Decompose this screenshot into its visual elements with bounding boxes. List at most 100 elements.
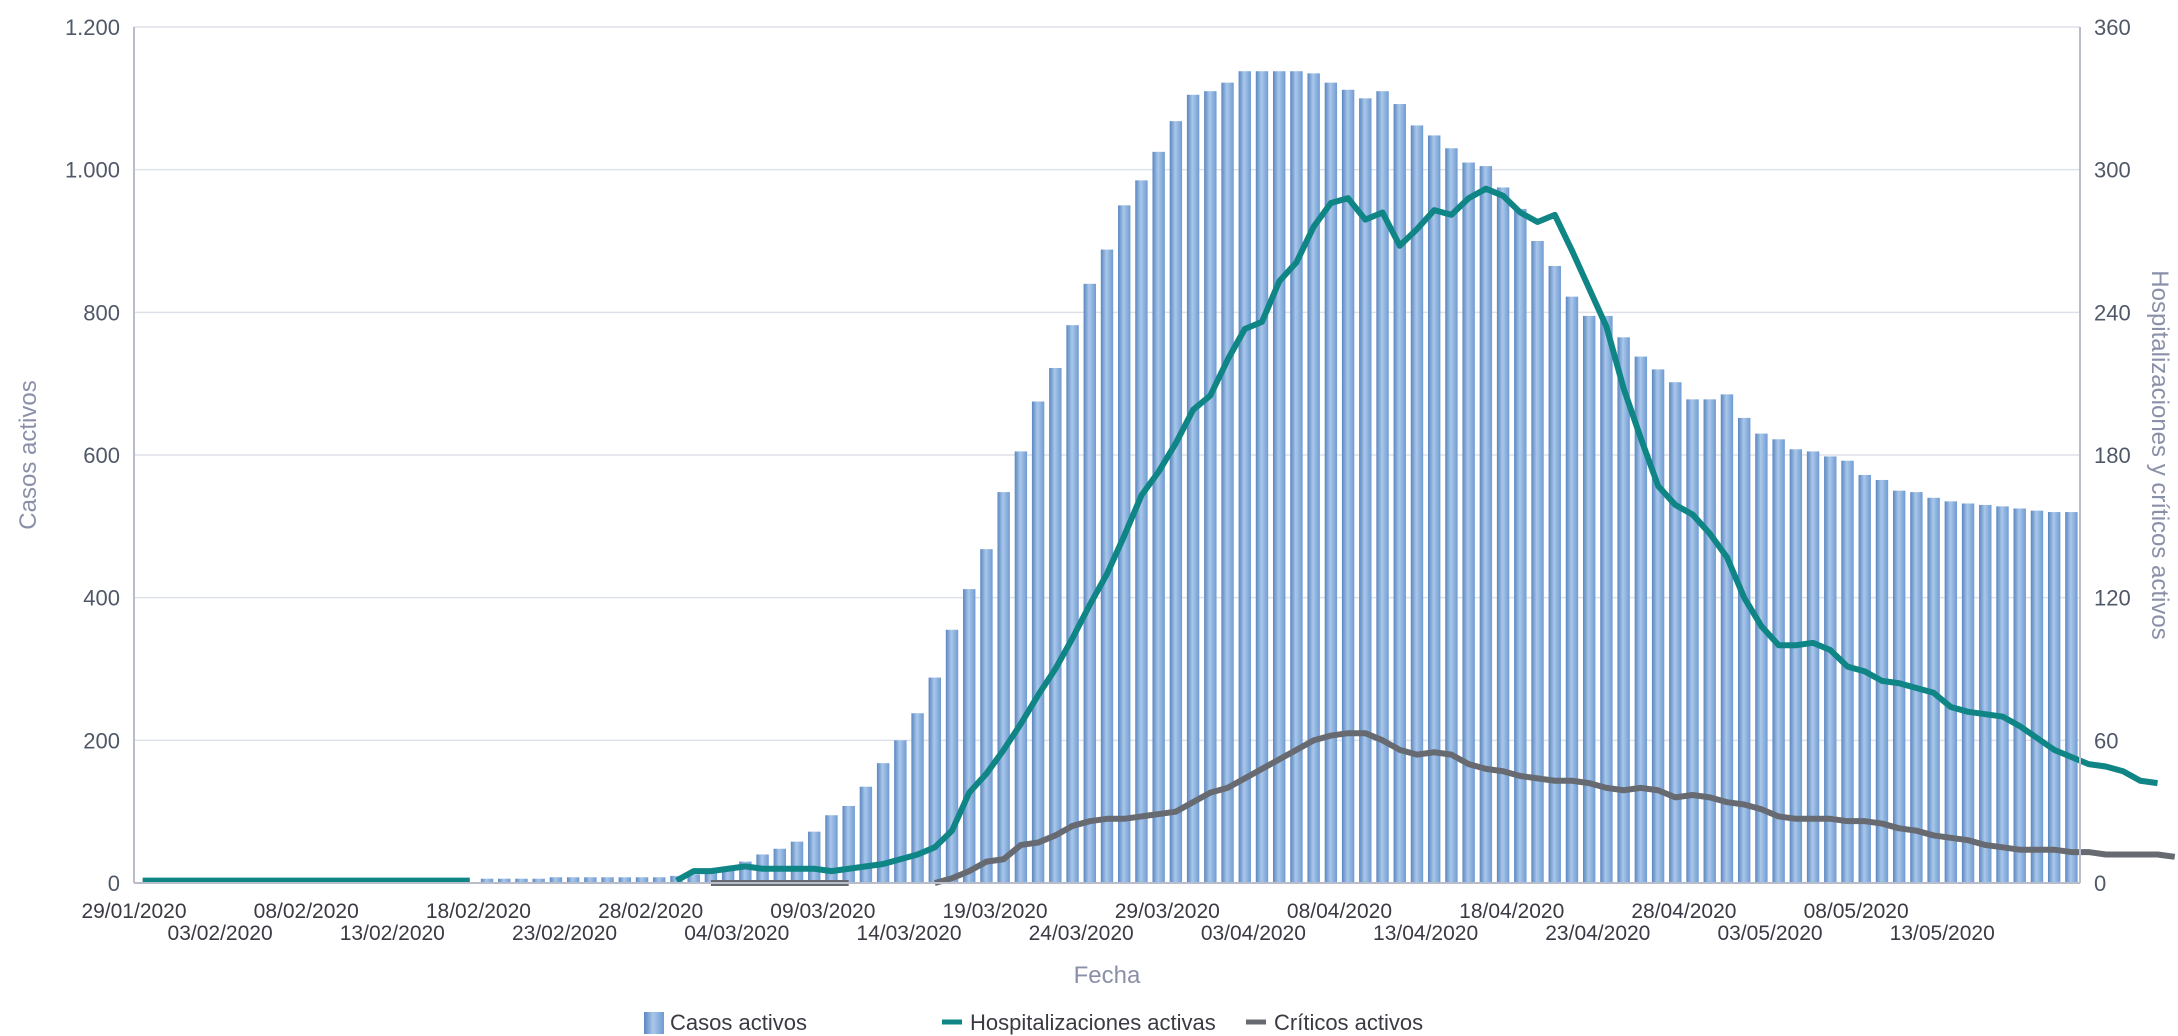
y2-tick-label: 0 — [2094, 871, 2106, 896]
bar-casos-activos — [1445, 148, 1458, 883]
bar-casos-activos — [1393, 104, 1406, 884]
bar-casos-activos — [1755, 433, 1768, 883]
bar-casos-activos — [859, 786, 873, 883]
bar-casos-activos — [1514, 208, 1527, 883]
y2-tick-label: 360 — [2094, 15, 2131, 40]
bar-casos-activos — [1152, 151, 1165, 884]
bar-casos-activos — [1255, 71, 1269, 883]
x-tick-label: 08/04/2020 — [1287, 900, 1392, 923]
x-tick-label: 03/02/2020 — [168, 922, 273, 945]
x-tick-label: 14/03/2020 — [856, 922, 961, 945]
bar-casos-activos — [790, 841, 804, 883]
bar-casos-activos — [1066, 325, 1079, 883]
bar-casos-activos — [963, 589, 976, 883]
x-tick-label: 13/04/2020 — [1373, 922, 1478, 945]
y-tick-label: 1.200 — [65, 15, 120, 40]
bar-casos-activos — [1238, 71, 1251, 883]
bar-casos-activos — [1737, 417, 1751, 883]
bar-casos-activos — [1979, 504, 1992, 883]
y-axis-title: Casos activos — [15, 380, 42, 529]
y-tick-label: 600 — [83, 443, 120, 468]
bar-casos-activos — [876, 763, 890, 883]
bar-casos-activos — [1617, 337, 1630, 883]
x-tick-label: 29/01/2020 — [81, 900, 186, 923]
bar-casos-activos — [928, 677, 941, 883]
bar-casos-activos — [1014, 451, 1028, 883]
legend-swatch-bar — [644, 1012, 664, 1034]
y2-axis-title: Hospitalizaciones y críticos activos — [2146, 270, 2173, 639]
line-hospitalizaciones-activas — [142, 185, 2158, 884]
bar-casos-activos — [498, 878, 511, 883]
legend-item-casos-activos: Casos activos — [644, 1010, 807, 1035]
bar-casos-activos — [2047, 512, 2061, 883]
x-tick-label: 04/03/2020 — [684, 922, 789, 945]
bar-casos-activos — [549, 877, 563, 883]
bar-casos-activos — [532, 878, 545, 883]
legend-item-criticos: Críticos activos — [1246, 1010, 1423, 1035]
y-tick-label: 0 — [108, 871, 120, 896]
bar-casos-activos — [894, 740, 907, 883]
bar-casos-activos — [1186, 94, 1200, 884]
bar-casos-activos — [635, 877, 649, 883]
bar-casos-activos — [1892, 490, 1906, 883]
bar-casos-activos — [1290, 71, 1303, 883]
bar-casos-activos — [1169, 121, 1183, 883]
bar-casos-activos — [1961, 503, 1975, 883]
x-axis-title: Fecha — [1074, 962, 1141, 989]
x-tick-label: 03/04/2020 — [1201, 922, 1306, 945]
bar-casos-activos — [1359, 98, 1372, 884]
x-tick-label: 28/04/2020 — [1631, 900, 1736, 923]
bar-casos-activos — [601, 877, 614, 883]
bar-casos-activos — [1049, 367, 1062, 883]
y2-tick-label: 300 — [2094, 158, 2131, 183]
bar-casos-activos — [997, 492, 1010, 883]
bar-casos-activos — [911, 713, 924, 883]
bar-casos-activos — [1806, 451, 1820, 883]
y2-tick-label: 240 — [2094, 300, 2131, 325]
legend-label-casos: Casos activos — [670, 1010, 807, 1035]
bar-casos-activos — [1428, 135, 1441, 884]
bar-casos-activos — [1531, 241, 1544, 883]
bar-casos-activos — [1841, 460, 1854, 883]
legend-item-hospitalizaciones: Hospitalizaciones activas — [942, 1010, 1216, 1035]
y-tick-label: 1.000 — [65, 158, 120, 183]
x-tick-label: 13/02/2020 — [340, 922, 445, 945]
bar-casos-activos — [1548, 265, 1561, 883]
bar-casos-activos — [1324, 82, 1338, 883]
bar-casos-activos — [1341, 89, 1355, 884]
bar-casos-activos — [704, 871, 718, 883]
x-tick-label: 24/03/2020 — [1029, 922, 1134, 945]
legend-label-hosp: Hospitalizaciones activas — [970, 1010, 1216, 1035]
bar-casos-activos — [842, 805, 855, 883]
bar-casos-activos — [1669, 382, 1682, 883]
bar-casos-activos — [1135, 180, 1148, 883]
bar-casos-activos — [515, 878, 528, 883]
bar-casos-activos — [1858, 474, 1871, 883]
x-tick-label: 09/03/2020 — [770, 900, 875, 923]
bar-casos-activos — [1565, 296, 1579, 883]
bar-casos-activos — [1479, 166, 1493, 884]
bar-casos-activos — [1944, 501, 1958, 883]
bar-casos-activos — [618, 877, 632, 883]
bar-casos-activos — [1720, 394, 1734, 883]
bar-casos-activos — [980, 549, 993, 883]
bar-casos-activos — [2013, 508, 2026, 883]
bar-casos-activos — [1582, 315, 1596, 883]
x-tick-label: 13/05/2020 — [1890, 922, 1995, 945]
bar-casos-activos — [584, 877, 597, 883]
y-tick-label: 400 — [83, 586, 120, 611]
bar-casos-activos — [1083, 283, 1096, 883]
bar-casos-activos — [1376, 91, 1389, 883]
x-tick-label: 18/04/2020 — [1459, 900, 1564, 923]
y2-tick-label: 120 — [2094, 586, 2131, 611]
bar-casos-activos — [1996, 506, 2009, 883]
bar-casos-activos — [1703, 399, 1716, 883]
bar-casos-activos — [1031, 401, 1045, 883]
bar-casos-activos — [1204, 91, 1217, 883]
y-tick-label: 800 — [83, 300, 120, 325]
bar-casos-activos — [1496, 187, 1510, 883]
bar-casos-activos — [1686, 399, 1699, 883]
tick-labels: 0 0 200 60 400 120 600 180 800 240 1.000 300 1.200 36… — [65, 15, 2131, 945]
bar-casos-activos — [1824, 456, 1837, 883]
